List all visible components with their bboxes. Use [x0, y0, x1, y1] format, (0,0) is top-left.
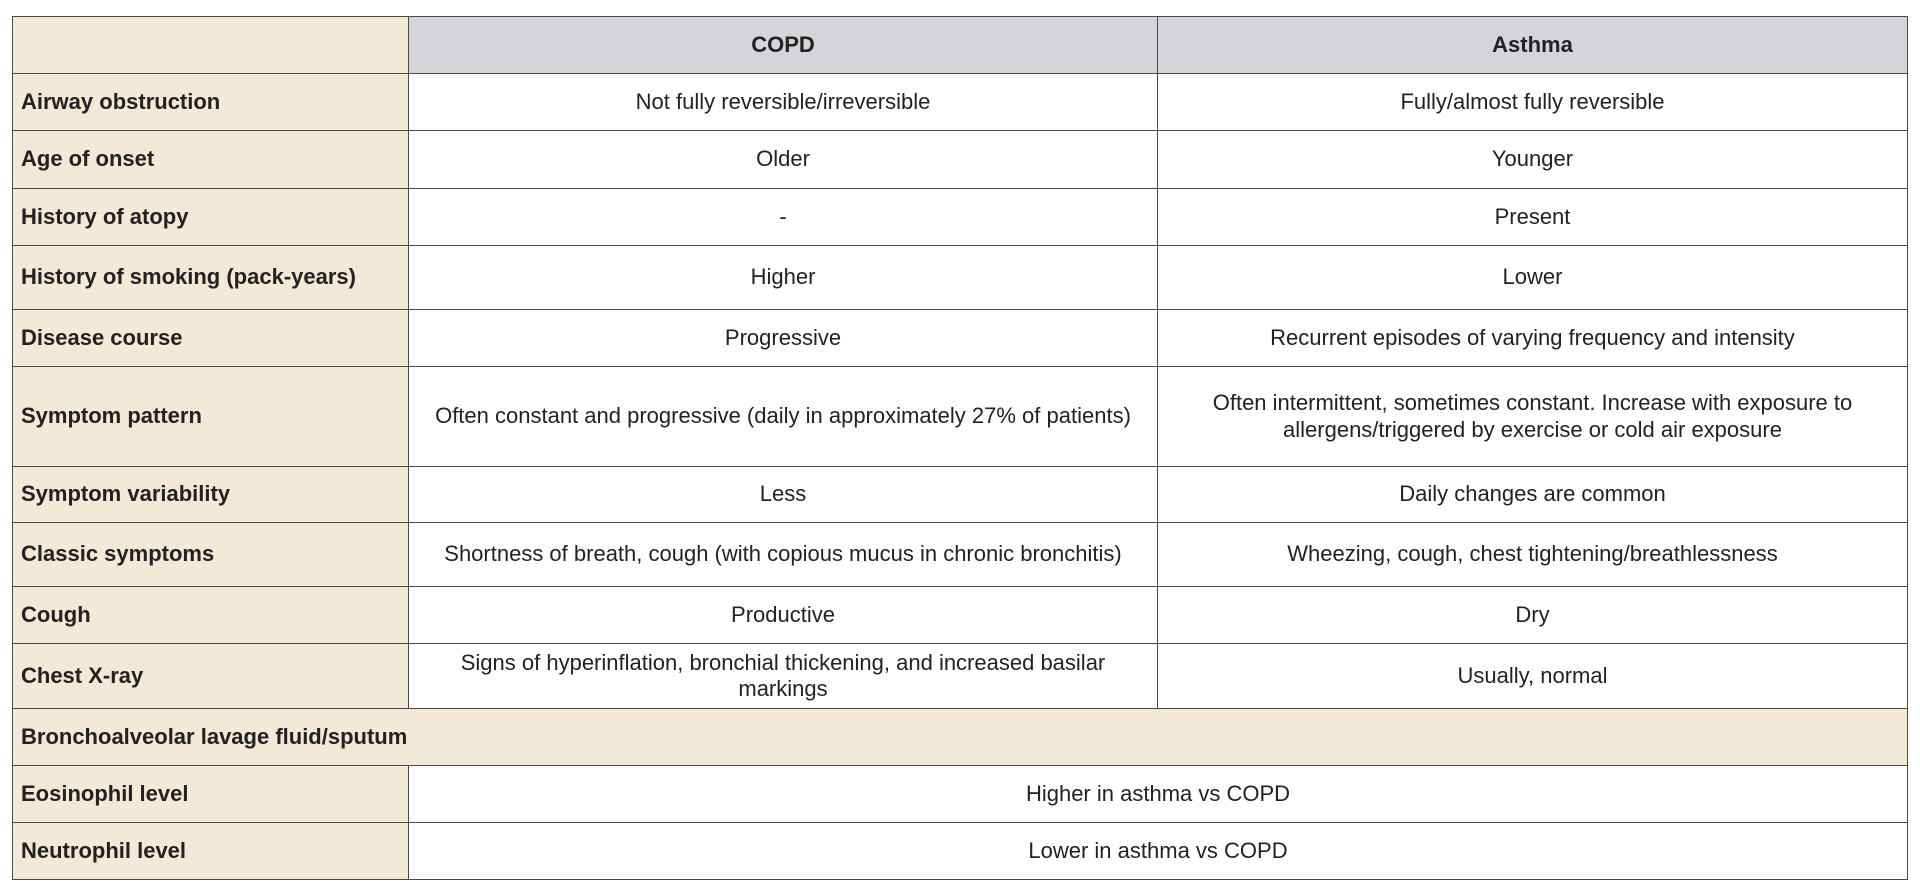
table-row: Cough Productive Dry [12, 586, 1908, 644]
cell: Lower [1157, 245, 1908, 310]
table-row: History of atopy - Present [12, 188, 1908, 246]
cell: Fully/almost fully reversible [1157, 73, 1908, 131]
cell: Not fully reversible/irreversible [408, 73, 1158, 131]
row-label: Cough [12, 586, 409, 644]
cell: Younger [1157, 130, 1908, 189]
cell: Usually, normal [1157, 643, 1908, 709]
cell: Daily changes are common [1157, 466, 1908, 523]
row-label: Neutrophil level [12, 822, 409, 880]
table-row: History of smoking (pack-years) Higher Low… [12, 245, 1908, 310]
cell: Wheezing, cough, chest tightening/breath… [1157, 522, 1908, 587]
row-label: Symptom pattern [12, 366, 409, 467]
row-label: Classic symptoms [12, 522, 409, 587]
table-row: Symptom variability Less Daily changes are… [12, 466, 1908, 523]
table-row: Airway obstruction Not fully reversible/i… [12, 73, 1908, 131]
column-header: COPD [408, 16, 1158, 74]
row-label: History of smoking (pack-years) [12, 245, 409, 310]
cell: Dry [1157, 586, 1908, 644]
section-row: Bronchoalveolar lavage fluid/sputum [12, 708, 1908, 766]
table-row: Age of onset Older Younger [12, 130, 1908, 189]
table-row: Symptom pattern Often constant and progre… [12, 366, 1908, 467]
table-row: Disease course Progressive Recurrent episo… [12, 309, 1908, 367]
row-label: Age of onset [12, 130, 409, 189]
cell: - [408, 188, 1158, 246]
row-label: History of atopy [12, 188, 409, 246]
cell: Older [408, 130, 1158, 189]
row-label: Eosinophil level [12, 765, 409, 823]
table-row: Classic symptoms Shortness of breath, cou… [12, 522, 1908, 587]
comparison-table: COPD Asthma Airway obstruction Not fully … [12, 16, 1908, 880]
header-row: COPD Asthma [12, 16, 1908, 74]
merged-cell: Lower in asthma vs COPD [408, 822, 1908, 880]
column-header: Asthma [1157, 16, 1908, 74]
row-label: Disease course [12, 309, 409, 367]
table-row: Eosinophil level Higher in asthma vs COPD [12, 765, 1908, 823]
cell: Productive [408, 586, 1158, 644]
row-label: Symptom variability [12, 466, 409, 523]
cell: Often intermittent, sometimes constant. … [1157, 366, 1908, 467]
cell: Higher [408, 245, 1158, 310]
table-container: COPD Asthma Airway obstruction Not fully … [12, 16, 1908, 880]
table-row: Neutrophil level Lower in asthma vs COPD [12, 822, 1908, 880]
table-row: Chest X-ray Signs of hyperinflation, bron… [12, 643, 1908, 709]
merged-cell: Higher in asthma vs COPD [408, 765, 1908, 823]
corner-cell [12, 16, 409, 74]
cell: Less [408, 466, 1158, 523]
cell: Progressive [408, 309, 1158, 367]
cell: Often constant and progressive (daily in… [408, 366, 1158, 467]
section-label: Bronchoalveolar lavage fluid/sputum [12, 708, 1908, 766]
cell: Recurrent episodes of varying frequency … [1157, 309, 1908, 367]
cell: Signs of hyperinflation, bronchial thick… [408, 643, 1158, 709]
row-label: Airway obstruction [12, 73, 409, 131]
cell: Shortness of breath, cough (with copious… [408, 522, 1158, 587]
cell: Present [1157, 188, 1908, 246]
row-label: Chest X-ray [12, 643, 409, 709]
